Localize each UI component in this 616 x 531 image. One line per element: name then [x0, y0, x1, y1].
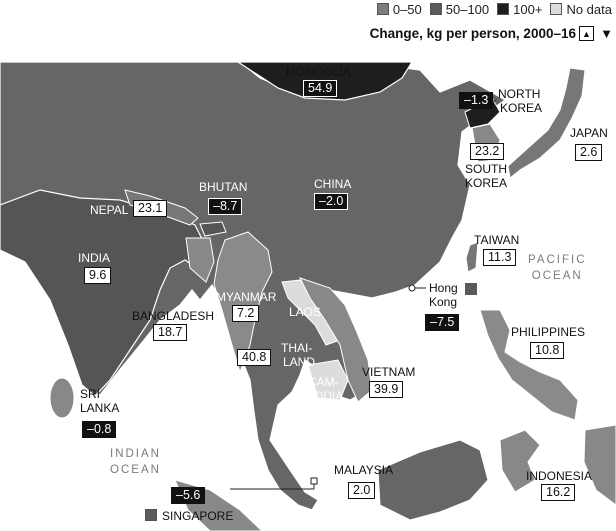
pacific-ocean-label-line1: PACIFIC [528, 254, 587, 266]
legend-item-no-data: No data [550, 2, 612, 17]
legend-item-0-50: 0–50 [376, 1, 422, 17]
malaysia-label: MALAYSIA [334, 463, 394, 477]
singapore-value: –5.6 [171, 487, 206, 504]
taiwan-value: 11.3 [483, 249, 517, 266]
south-korea-label-1: SOUTH [465, 162, 507, 176]
north-korea-value: –1.3 [459, 92, 494, 109]
sri-lanka-label-2: LANKA [80, 401, 120, 415]
indian-ocean-label-line1: INDIAN [110, 448, 161, 460]
south-korea-label-2: KOREA [465, 176, 508, 190]
india-value: 9.6 [84, 267, 112, 284]
sort-ascending-button[interactable]: ▲ [579, 26, 594, 41]
subtitle: Change, kg per person, 2000–16 [369, 26, 576, 41]
legend-swatch-0-50 [376, 3, 389, 15]
legend-item-100-plus: 100+ [497, 2, 542, 17]
mongolia-label: MONGOLIA [286, 65, 351, 79]
legend-label-no-data: No data [566, 1, 612, 17]
bhutan-value: –8.7 [208, 198, 243, 215]
bhutan-region [199, 221, 227, 237]
pacific-ocean-label-line2: OCEAN [531, 270, 583, 282]
borneo-region [377, 439, 489, 521]
cambodia-label-2: BODIA [306, 389, 344, 403]
myanmar-value: 7.2 [232, 305, 260, 322]
singapore-swatch [145, 509, 157, 521]
bangladesh-label: BANGLADESH [132, 309, 215, 323]
indonesia-label: INDONESIA [526, 469, 593, 483]
papua-region [583, 424, 616, 506]
north-korea-label-1: NORTH [498, 87, 541, 101]
singapore-label: SINGAPORE [162, 509, 234, 523]
philippines-region [479, 309, 579, 421]
vietnam-label: VIETNAM [362, 365, 416, 379]
north-korea-label-2: KOREA [500, 101, 543, 115]
cambodia-region [307, 359, 349, 401]
legend-label-100-plus: 100+ [513, 1, 543, 17]
mongolia-value: 54.9 [303, 80, 338, 97]
laos-label: LAOS [289, 305, 322, 319]
sri-lanka-value: –0.8 [82, 421, 117, 438]
taiwan-region [465, 241, 479, 273]
sulawesi-region [499, 429, 541, 493]
legend-label-50-100: 50–100 [445, 1, 490, 17]
south-korea-value: 23.2 [470, 143, 505, 160]
philippines-value: 10.8 [530, 342, 565, 359]
hong-kong-label-1: Hong [429, 281, 458, 295]
legend-swatch-no-data [550, 3, 563, 15]
cambodia-label-1: CAM- [308, 375, 339, 389]
vietnam-region [299, 277, 373, 403]
taiwan-label: TAIWAN [474, 233, 520, 247]
malaysia-value: 2.0 [348, 482, 376, 499]
philippines-label: PHILIPPINES [511, 325, 586, 339]
sort-descending-button[interactable]: ▼ [599, 26, 614, 41]
legend-swatch-100-plus [497, 3, 510, 15]
indian-ocean-label: INDIAN OCEAN [110, 446, 161, 478]
hong-kong-marker [465, 283, 477, 295]
nepal-label: NEPAL [90, 203, 129, 217]
sri-lanka-region [49, 377, 75, 419]
bangladesh-value: 18.7 [153, 324, 188, 341]
bhutan-label: BHUTAN [199, 180, 248, 194]
singapore-marker [310, 477, 318, 485]
legend-item-50-100: 50–100 [429, 1, 490, 17]
indonesia-value: 16.2 [541, 484, 576, 501]
legend-label-0-50: 0–50 [392, 1, 422, 17]
thailand-value: 40.8 [237, 349, 272, 366]
hong-kong-value: –7.5 [425, 314, 460, 331]
hong-kong-label-2: Kong [429, 295, 458, 309]
china-value: –2.0 [314, 193, 349, 210]
legend: 0–50 50–100 100+ No data [376, 0, 616, 18]
myanmar-region [213, 231, 273, 374]
china-label: CHINA [314, 177, 352, 191]
legend-swatch-50-100 [429, 3, 442, 15]
indian-ocean-label-line2: OCEAN [110, 464, 161, 476]
pacific-ocean-label: PACIFIC OCEAN [528, 252, 587, 284]
thailand-label-2: LAND [283, 355, 316, 369]
vietnam-value: 39.9 [369, 381, 404, 398]
thailand-label-1: THAI- [281, 341, 313, 355]
japan-label: JAPAN [570, 126, 608, 140]
nepal-value: 23.1 [133, 200, 168, 217]
india-label: INDIA [78, 251, 111, 265]
bangladesh-region [185, 237, 215, 283]
japan-region [507, 67, 586, 179]
japan-value: 2.6 [575, 144, 603, 161]
sri-lanka-label-1: SRI [80, 387, 101, 401]
myanmar-label: MYANMAR [216, 290, 277, 304]
hong-kong-dot [408, 284, 416, 292]
